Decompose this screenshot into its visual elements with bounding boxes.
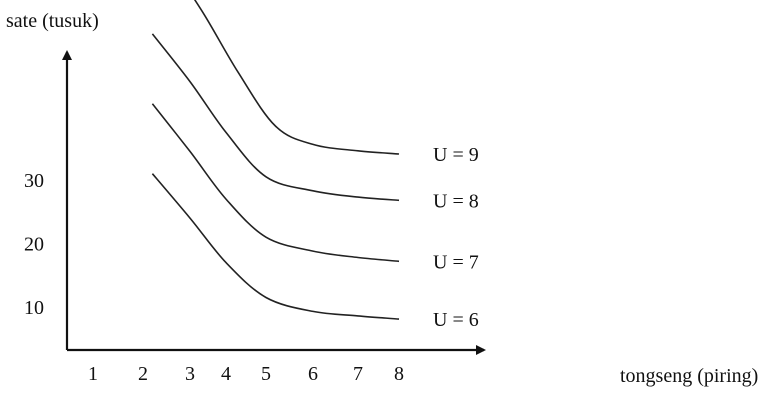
y-axis-label: sate (tusuk) (6, 10, 99, 32)
x-tick-label: 2 (138, 363, 148, 385)
curve-label: U = 8 (433, 190, 479, 212)
indifference-curves (151, 0, 400, 320)
indifference-curve (151, 173, 400, 320)
x-tick-label: 3 (185, 363, 195, 385)
y-tick-labels: 10 20 30 (24, 170, 44, 319)
indifference-curve (151, 103, 400, 263)
x-axis-label: tongseng (piring) (620, 365, 758, 387)
curve-label: U = 7 (433, 251, 479, 273)
y-tick-label: 20 (24, 234, 44, 256)
x-tick-label: 6 (308, 363, 318, 385)
indifference-curve (193, 0, 400, 155)
x-tick-labels: 1 2 3 4 5 6 7 8 (88, 363, 404, 385)
curve-label: U = 9 (433, 144, 479, 166)
x-tick-label: 5 (261, 363, 271, 385)
x-tick-label: 4 (221, 363, 231, 385)
indifference-curve (151, 33, 400, 202)
curve-labels: U = 6 U = 7 U = 8 U = 9 (433, 144, 479, 331)
x-tick-label: 1 (88, 363, 98, 385)
x-tick-label: 7 (353, 363, 363, 385)
y-tick-label: 30 (24, 170, 44, 192)
x-tick-label: 8 (394, 363, 404, 385)
curve-label: U = 6 (433, 309, 479, 331)
y-tick-label: 10 (24, 297, 44, 319)
